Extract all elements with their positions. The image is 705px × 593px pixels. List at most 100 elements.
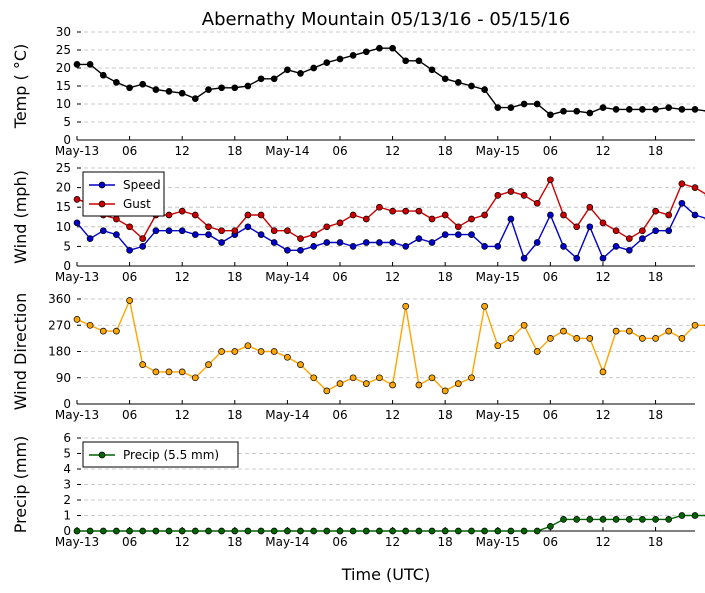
data-point — [126, 297, 133, 304]
data-point — [481, 527, 488, 535]
x-tick-label: 18 — [438, 408, 453, 422]
data-point — [612, 227, 620, 235]
data-point — [362, 527, 370, 535]
data-point — [297, 527, 304, 535]
data-point — [205, 86, 212, 93]
data-point — [533, 527, 541, 535]
data-point — [665, 516, 673, 523]
data-point — [336, 55, 344, 63]
data-point — [297, 70, 304, 77]
data-point — [428, 374, 436, 382]
data-point — [297, 235, 304, 242]
data-point — [270, 239, 278, 246]
data-point — [481, 243, 488, 250]
x-tick-label: 12 — [385, 144, 400, 158]
data-point — [152, 86, 160, 93]
data-point — [244, 211, 252, 219]
data-point — [507, 104, 515, 111]
data-point — [665, 104, 673, 111]
data-point — [86, 321, 94, 329]
data-point — [428, 239, 436, 246]
data-point — [139, 80, 147, 88]
data-point — [678, 335, 686, 342]
data-point — [113, 327, 120, 335]
data-point — [389, 239, 396, 246]
y-tick-label: 5 — [63, 447, 71, 461]
data-point — [520, 192, 528, 199]
x-tick-label: 18 — [227, 144, 242, 158]
data-point — [336, 239, 344, 246]
data-point — [362, 239, 370, 246]
data-point — [218, 227, 225, 235]
data-point — [533, 199, 541, 207]
x-tick-label: 06 — [122, 144, 137, 158]
data-point — [441, 211, 449, 219]
panel-wind: 0 5 10 15 20 25 May-13 06 12 18 May-14 06 12 18 May-15… — [11, 161, 705, 284]
data-point — [270, 527, 278, 535]
x-tick-label: May-14 — [265, 535, 309, 549]
legend-label: Speed — [123, 178, 161, 192]
data-point — [191, 231, 199, 238]
data-point — [244, 342, 252, 350]
data-point — [323, 223, 331, 231]
data-point — [349, 52, 357, 59]
panel-dir: 0 90 180 270 360 May-13 06 12 18 May-14 06 12 18 May-… — [11, 292, 705, 422]
data-point — [73, 219, 81, 227]
data-point — [612, 327, 620, 335]
data-point — [152, 527, 160, 535]
data-point — [376, 239, 383, 246]
data-point — [323, 387, 331, 395]
data-point — [270, 227, 278, 235]
x-tick-label: 06 — [122, 270, 137, 284]
data-point — [441, 231, 449, 238]
data-point — [639, 106, 646, 113]
data-point — [402, 243, 410, 250]
series-dir-0 — [73, 297, 705, 395]
data-point — [284, 353, 291, 361]
x-tick-label: 12 — [385, 270, 400, 284]
data-point — [389, 381, 396, 389]
x-tick-label: May-14 — [265, 270, 309, 284]
data-point — [178, 207, 186, 215]
data-point — [323, 527, 331, 535]
data-point — [218, 348, 225, 355]
data-point — [231, 527, 239, 535]
y-tick-label: 180 — [48, 345, 71, 359]
data-point — [86, 61, 94, 68]
data-point — [362, 215, 370, 223]
data-point — [165, 527, 173, 535]
x-tick-label: 12 — [175, 144, 190, 158]
y-tick-label: 5 — [63, 115, 71, 129]
data-point — [284, 227, 291, 235]
data-point — [547, 111, 554, 119]
y-tick-label: 15 — [56, 200, 71, 214]
x-tick-label: 18 — [438, 535, 453, 549]
data-point — [573, 335, 581, 342]
data-point — [625, 327, 633, 335]
x-tick-label: 18 — [648, 408, 663, 422]
data-point — [639, 227, 646, 235]
data-point — [165, 368, 173, 376]
y-tick-label: 20 — [56, 181, 71, 195]
data-point — [481, 86, 488, 93]
data-point — [560, 516, 567, 523]
x-tick-label: 18 — [227, 535, 242, 549]
data-point — [639, 516, 646, 523]
data-point — [297, 361, 304, 368]
data-point — [639, 235, 646, 242]
data-point — [402, 207, 410, 215]
data-point — [428, 215, 436, 223]
data-point — [468, 374, 475, 382]
data-point — [231, 84, 239, 92]
data-point — [533, 239, 541, 246]
x-tick-label: 12 — [595, 270, 610, 284]
data-point — [599, 104, 607, 111]
data-point — [625, 516, 633, 523]
y-tick-label: 270 — [48, 318, 71, 332]
data-point — [494, 342, 502, 350]
data-point — [494, 527, 502, 535]
data-point — [191, 211, 199, 219]
data-point — [218, 239, 225, 246]
data-point — [86, 527, 94, 535]
data-point — [323, 59, 331, 66]
